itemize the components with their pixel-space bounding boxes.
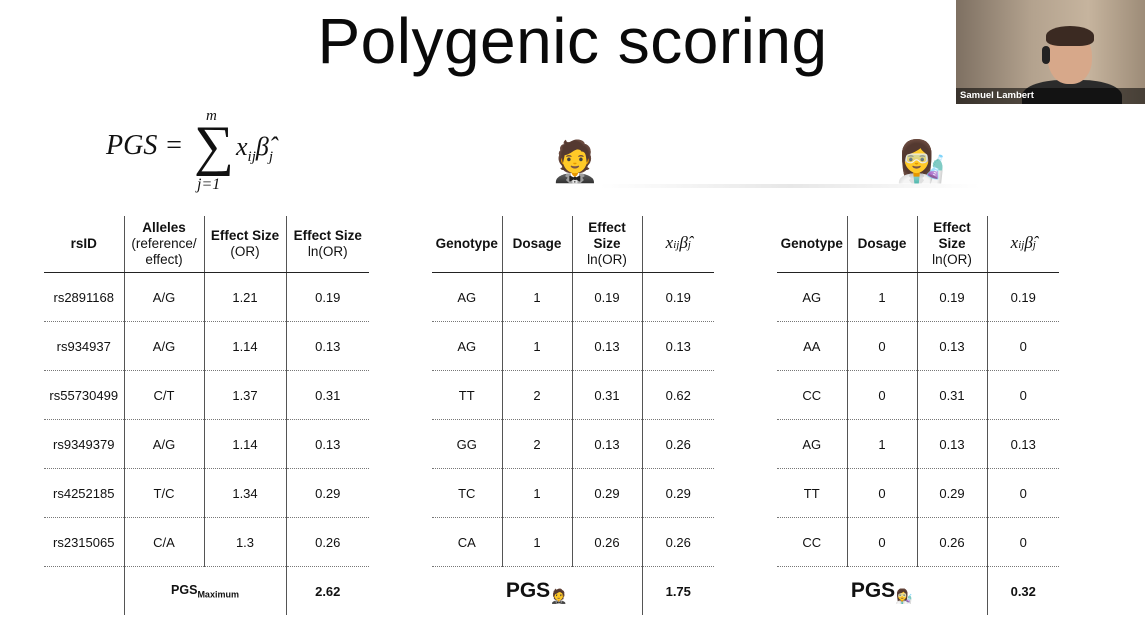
col-header-weighted-dosage: xijβ̂j — [641, 216, 714, 273]
table-row: CC 0 0.26 0 — [777, 517, 1059, 567]
headphones-icon — [1042, 46, 1050, 64]
person-tuxedo-icon: 🤵 — [550, 140, 600, 184]
col-header-effect-or: Effect Size (OR) — [203, 216, 286, 273]
formula-sum-lower: j=1 — [197, 176, 221, 193]
person2-genotype-table: Genotype Dosage Effect Size ln(OR) xijβ̂j … — [777, 216, 1059, 615]
decorative-divider — [600, 184, 980, 188]
person1-genotype-table: Genotype Dosage Effect Size ln(OR) xijβ̂j … — [432, 216, 714, 615]
pgs-maximum-label: PGSMaximum — [123, 566, 286, 615]
table-row: AA 0 0.13 0 — [777, 321, 1059, 371]
webcam-video-tile[interactable]: Samuel Lambert — [956, 0, 1145, 104]
formula-term: xijβ̂j — [236, 132, 274, 165]
table-row: AG 1 0.13 0.13 — [777, 419, 1059, 469]
col-header-genotype: Genotype — [777, 216, 847, 273]
pgs-person1-value: 1.75 — [641, 566, 714, 615]
variant-effect-table: rsID Alleles (reference/effect) Effect Si… — [44, 216, 369, 615]
formula-sum-upper: m — [206, 108, 217, 124]
table-row: CA 1 0.26 0.26 — [432, 517, 714, 567]
total-row: PGSMaximum 2.62 — [44, 566, 369, 616]
col-header-effect-lnor: Effect Size ln(OR) — [285, 216, 369, 273]
pgs-person2-value: 0.32 — [986, 566, 1059, 615]
col-header-effect-size: Effect Size ln(OR) — [571, 216, 642, 273]
col-header-rsid: rsID — [44, 216, 124, 273]
col-header-effect-size: Effect Size ln(OR) — [916, 216, 987, 273]
sigma-symbol: ∑ — [194, 115, 234, 177]
total-empty-cell — [44, 567, 124, 616]
pgs-maximum-value: 2.62 — [285, 566, 369, 615]
person-tuxedo-icon: 🤵 — [550, 588, 568, 604]
pgs-person1-label: PGS🤵 — [505, 579, 568, 604]
slide-title: Polygenic scoring — [317, 5, 828, 77]
table-row: AG 1 0.19 0.19 — [777, 272, 1059, 322]
table-row: AG 1 0.19 0.19 — [432, 272, 714, 322]
person-scientist-icon: 👩‍🔬 — [896, 140, 946, 184]
formula-lhs: PGS = — [106, 130, 184, 161]
col-header-dosage: Dosage — [846, 216, 917, 273]
pgs-formula: PGS = m ∑ j=1 xijβ̂j — [106, 108, 306, 200]
table-row: TT 2 0.31 0.62 — [432, 370, 714, 420]
total-row: PGS🤵 1.75 — [432, 566, 714, 615]
table-row: rs934937 A/G 1.14 0.13 — [44, 321, 369, 371]
col-header-genotype: Genotype — [432, 216, 502, 273]
table-row: rs9349379 A/G 1.14 0.13 — [44, 419, 369, 469]
person-scientist-icon: 👩‍🔬 — [895, 588, 913, 604]
table-row: TT 0 0.29 0 — [777, 468, 1059, 518]
participant-name-label: Samuel Lambert — [956, 88, 1145, 104]
col-header-alleles: Alleles (reference/effect) — [123, 216, 204, 273]
pgs-person2-label: PGS👩‍🔬 — [850, 579, 913, 604]
col-header-dosage: Dosage — [501, 216, 572, 273]
table-row: GG 2 0.13 0.26 — [432, 419, 714, 469]
table-row: AG 1 0.13 0.13 — [432, 321, 714, 371]
table-row: CC 0 0.31 0 — [777, 370, 1059, 420]
table-row: rs2315065 C/A 1.3 0.26 — [44, 517, 369, 567]
table-row: rs55730499 C/T 1.37 0.31 — [44, 370, 369, 420]
total-row: PGS👩‍🔬 0.32 — [777, 566, 1059, 615]
table-row: rs4252185 T/C 1.34 0.29 — [44, 468, 369, 518]
col-header-weighted-dosage: xijβ̂j — [986, 216, 1059, 273]
table-row: TC 1 0.29 0.29 — [432, 468, 714, 518]
table-row: rs2891168 A/G 1.21 0.19 — [44, 272, 369, 322]
webcam-person-hair — [1046, 26, 1094, 46]
